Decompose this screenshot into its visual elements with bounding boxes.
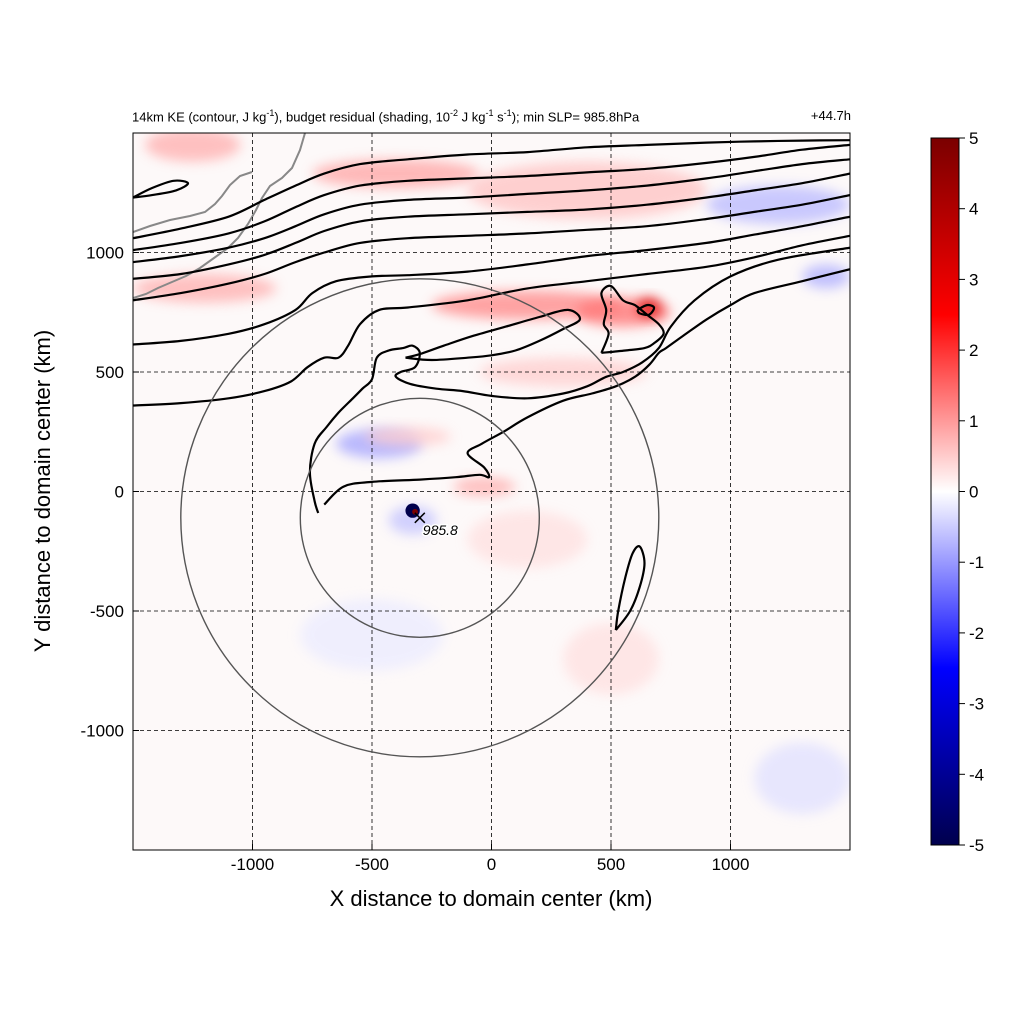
x-tick-label: 1000 xyxy=(712,855,750,874)
colorbar-ticks: 5 4 3 2 1 0 -1 -2 -3 -4 -5 xyxy=(959,129,984,855)
shading-feature-3 xyxy=(706,185,850,224)
ke-contour-8 xyxy=(323,268,850,506)
colorbar-tick-label: -4 xyxy=(969,765,984,784)
shading-feature-16 xyxy=(754,742,850,815)
ke-contour-13 xyxy=(133,179,190,199)
x-tick-label: -500 xyxy=(355,855,389,874)
x-axis-label: X distance to domain center (km) xyxy=(330,886,653,911)
y-tick-label: 1000 xyxy=(86,244,124,263)
shading-feature-13 xyxy=(467,510,588,568)
colorbar-tick-label: 3 xyxy=(969,270,978,289)
shading-feature-1 xyxy=(312,159,480,188)
ke-contour-11 xyxy=(614,545,646,631)
ke-contour-12 xyxy=(636,303,656,317)
ke-contour-1 xyxy=(133,143,850,252)
y-tick-label: -500 xyxy=(90,602,124,621)
ke-contour-9 xyxy=(405,308,582,362)
storm-center-marker xyxy=(414,512,426,524)
colorbar-tick-label: 4 xyxy=(969,200,978,219)
storm-core-1 xyxy=(412,508,418,515)
range-circle-layer xyxy=(180,278,660,758)
colorbar xyxy=(930,137,960,846)
min-slp-label: 985.8 xyxy=(423,522,458,538)
colorbar-tick-label: -2 xyxy=(969,624,984,643)
ke-contour-0 xyxy=(133,139,850,240)
x-tick-label: 0 xyxy=(487,855,496,874)
ke-contour-10 xyxy=(600,284,665,354)
shading-feature-17 xyxy=(802,264,850,289)
x-tick-label: 500 xyxy=(597,855,625,874)
colorbar-tick-label: 1 xyxy=(969,412,978,431)
x-tick-label: -1000 xyxy=(231,855,274,874)
y-tick-label: 500 xyxy=(96,363,124,382)
ke-contour-6 xyxy=(133,234,850,407)
ke-contour-3 xyxy=(133,172,850,280)
colorbar-tick-label: 2 xyxy=(969,341,978,360)
ke-contour-5 xyxy=(133,215,850,346)
y-tick-label: -1000 xyxy=(81,722,124,741)
storm-marker-layer: 985.8 xyxy=(414,512,460,539)
range-circle-1000km xyxy=(180,278,660,758)
range-circle-500km xyxy=(299,397,540,638)
coastline-korea xyxy=(133,171,253,233)
ke-contour-7 xyxy=(308,246,850,514)
coastline-japan xyxy=(133,133,306,299)
shading-feature-11 xyxy=(364,426,451,447)
forecast-hour: +44.7h xyxy=(810,108,851,123)
shading-feature-14 xyxy=(300,599,444,671)
colorbar-tick-label: -5 xyxy=(969,836,984,855)
colorbar-tick-label: 5 xyxy=(969,129,978,148)
y-axis-label: Y distance to domain center (km) xyxy=(30,330,55,652)
ke-contour-2 xyxy=(133,158,850,264)
ke-contour-4 xyxy=(133,194,850,302)
colorbar-tick-label: -1 xyxy=(969,553,984,572)
y-tick-label: 0 xyxy=(115,483,124,502)
colorbar-tick-label: 0 xyxy=(969,483,978,502)
chart-title: 14km KE (contour, J kg-1), budget residu… xyxy=(132,108,640,125)
shading-feature-9 xyxy=(453,477,516,497)
shading-feature-0 xyxy=(144,133,241,162)
tick-layer: -1000 -500 0 500 1000 -1000 -500 0 500 1000 xyxy=(81,244,750,875)
ke-contour-layer xyxy=(133,139,850,631)
coastline-layer xyxy=(133,133,306,299)
grid-layer xyxy=(133,133,850,850)
colorbar-tick-label: -3 xyxy=(969,695,984,714)
